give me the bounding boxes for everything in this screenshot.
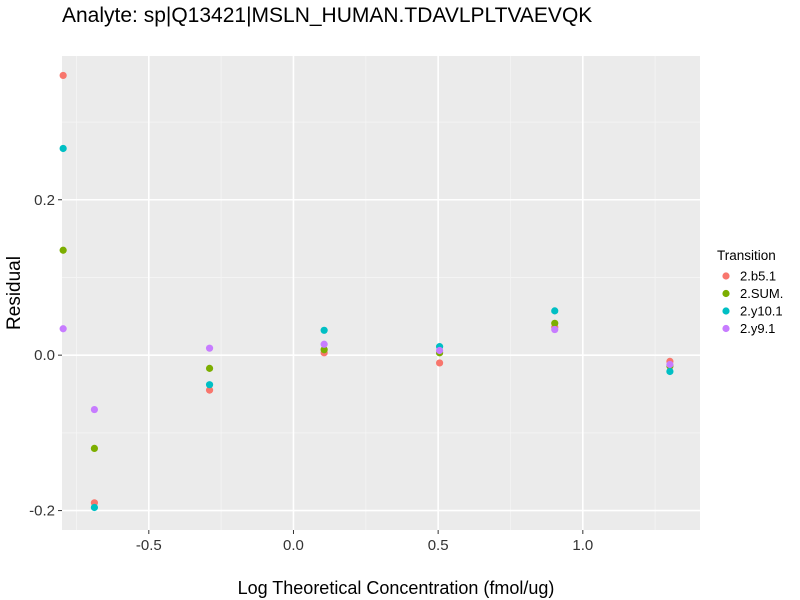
data-point-2.b5.1 [59, 71, 67, 80]
legend-key-2.y10.1 [722, 307, 730, 315]
x-tick-label: 0.0 [283, 537, 304, 554]
y-axis-label: Residual [4, 256, 25, 330]
x-tick-label: 1.0 [572, 537, 593, 554]
plot-panel [62, 56, 700, 530]
x-tick-label: 0.5 [428, 537, 449, 554]
major-gridlines [62, 56, 700, 530]
y-tick-label: 0.2 [34, 192, 55, 209]
axes: -0.5 0.0 0.5 1.0 -0.2 0.0 0.2 [29, 192, 593, 554]
data-point-2.y10.1 [320, 326, 328, 334]
data-point-2.y10.1 [551, 307, 559, 315]
data-point-2.SUM. [59, 246, 67, 254]
minor-gridlines [62, 56, 700, 530]
data-point-2.SUM. [551, 319, 559, 327]
data-point-2.y10.1 [90, 503, 99, 512]
x-axis-label: Log Theoretical Concentration (fmol/ug) [238, 578, 555, 598]
legend: Transition 2.b5.1 2.SUM. 2.y10.1 2.y9.1 [715, 248, 791, 345]
data-point-2.SUM. [320, 346, 328, 354]
data-point-2.y9.1 [435, 346, 444, 355]
legend-key-2.b5.1 [722, 272, 730, 280]
legend-items: 2.b5.1 2.SUM. 2.y10.1 2.y9.1 [722, 269, 783, 336]
x-tick-label: -0.5 [136, 537, 162, 554]
data-point-2.b5.1 [435, 359, 444, 367]
legend-title: Transition [717, 248, 776, 263]
y-tick-label: 0.0 [34, 347, 55, 364]
data-point-2.y9.1 [205, 344, 214, 352]
data-point-2.SUM. [205, 364, 214, 372]
data-point-2.y10.1 [205, 381, 214, 389]
data-point-2.y9.1 [59, 325, 67, 333]
chart-title: Analyte: sp|Q13421|MSLN_HUMAN.TDAVLPLTVA… [62, 4, 592, 27]
legend-label: 2.b5.1 [740, 269, 776, 284]
legend-label: 2.y10.1 [740, 304, 783, 319]
legend-label: 2.SUM. [740, 286, 783, 301]
y-tick-label: -0.2 [29, 503, 55, 520]
data-point-2.y9.1 [320, 340, 328, 348]
data-point-2.y10.1 [59, 144, 67, 153]
data-point-2.y10.1 [666, 367, 674, 376]
legend-key-2.y9.1 [722, 324, 730, 333]
data-points [59, 71, 674, 512]
data-point-2.y9.1 [666, 360, 674, 369]
data-point-2.b5.1 [205, 386, 214, 394]
data-point-2.y9.1 [90, 405, 99, 414]
data-point-2.y9.1 [551, 325, 559, 334]
data-point-2.SUM. [90, 444, 99, 453]
legend-label: 2.y9.1 [740, 321, 775, 336]
legend-key-2.SUM. [722, 289, 730, 298]
